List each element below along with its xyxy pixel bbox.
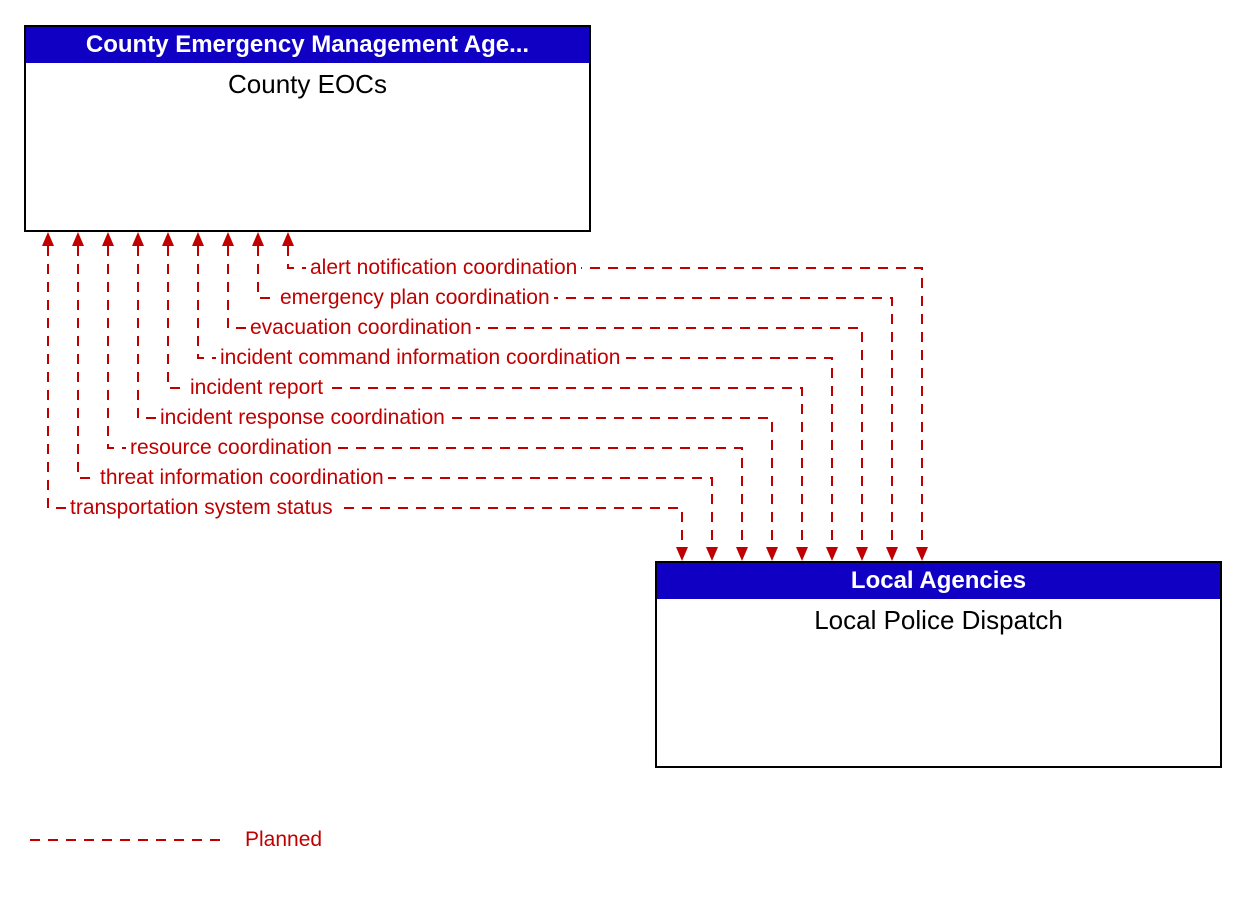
flow-label: threat information coordination	[96, 466, 388, 490]
flow-label: emergency plan coordination	[276, 286, 554, 310]
flow-label: transportation system status	[66, 496, 337, 520]
flow-label: incident response coordination	[156, 406, 449, 430]
flow-label: evacuation coordination	[246, 316, 476, 340]
node-body-label: Local Police Dispatch	[814, 605, 1063, 635]
flow-label: alert notification coordination	[306, 256, 581, 280]
flow-label: incident command information coordinatio…	[216, 346, 624, 370]
legend-label: Planned	[245, 828, 322, 852]
node-body-label: County EOCs	[228, 69, 387, 99]
node-local-police: Local Agencies Local Police Dispatch	[655, 561, 1222, 768]
node-header: Local Agencies	[657, 563, 1220, 599]
node-header-label: Local Agencies	[851, 567, 1026, 594]
flow-label: incident report	[186, 376, 327, 400]
node-body: County EOCs	[26, 63, 589, 100]
node-county-eocs: County Emergency Management Age... Count…	[24, 25, 591, 232]
node-body: Local Police Dispatch	[657, 599, 1220, 636]
node-header: County Emergency Management Age...	[26, 27, 589, 63]
node-header-label: County Emergency Management Age...	[86, 31, 529, 58]
flow-label: resource coordination	[126, 436, 336, 460]
diagram-canvas: County Emergency Management Age... Count…	[0, 0, 1252, 897]
